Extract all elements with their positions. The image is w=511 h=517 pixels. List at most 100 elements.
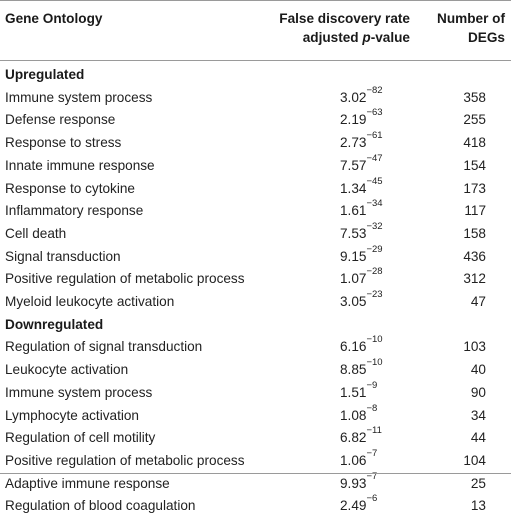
table-row: Myeloid leukocyte activation 3.05−23 47 (0, 289, 511, 313)
fdr-value: 7.53−32 (340, 221, 383, 245)
deg-count: 40 (470, 362, 486, 378)
fdr-mantissa: 1.07 (340, 271, 367, 287)
deg-count: 358 (463, 89, 486, 105)
deg-count: 25 (470, 475, 486, 491)
header-fdr-suffix: -value (370, 30, 410, 45)
table-row: Response to cytokine 1.34−45 173 (0, 175, 511, 200)
go-term: Cell death (5, 225, 67, 241)
header-fdr-line1: False discovery rate (279, 11, 410, 26)
deg-count: 44 (470, 430, 486, 446)
go-term: Innate immune response (5, 157, 155, 173)
fdr-value: 8.85−10 (340, 357, 383, 381)
section-header: Upregulated (0, 64, 511, 86)
go-term: Regulation of signal transduction (5, 339, 203, 355)
table-row: Regulation of signal transduction 6.16−10… (0, 334, 511, 358)
deg-count: 104 (463, 452, 486, 468)
table-row: Signal transduction 9.15−29 436 (0, 243, 511, 268)
deg-count: 103 (463, 339, 486, 355)
deg-count: 312 (463, 271, 486, 287)
go-term: Defense response (5, 112, 116, 128)
go-term: Inflammatory response (5, 203, 144, 219)
table-row: Response to stress 2.73−61 418 (0, 130, 511, 154)
fdr-exponent: −8 (366, 402, 378, 414)
deg-count: 47 (470, 294, 486, 309)
deg-count: 90 (470, 384, 486, 400)
fdr-exponent: −63 (366, 107, 383, 119)
fdr-exponent: −6 (366, 493, 378, 505)
fdr-value: 6.16−10 (340, 334, 383, 358)
deg-count: 255 (463, 112, 486, 128)
table-row: Defense response 2.19−63 255 (0, 107, 511, 131)
fdr-exponent: −82 (366, 84, 383, 96)
fdr-exponent: −45 (366, 175, 383, 187)
table-row: Regulation of cell motility 6.82−11 44 (0, 425, 511, 449)
fdr-value: 6.82−11 (340, 425, 382, 449)
fdr-value: 9.15−29 (340, 243, 383, 268)
table-row: Immune system process 1.51−9 90 (0, 379, 511, 404)
header-fdr-prefix: adjusted (302, 30, 363, 45)
header-fdr-line2: adjusted p-value (260, 28, 410, 47)
table-row: Adaptive immune response 9.93−7 25 (0, 471, 511, 495)
fdr-exponent: −29 (366, 243, 383, 255)
fdr-mantissa: 6.16 (340, 339, 367, 355)
table-row: Positive regulation of metabolic process… (0, 266, 511, 290)
go-term: Myeloid leukocyte activation (5, 294, 175, 309)
fdr-value: 3.02−82 (340, 84, 383, 109)
fdr-exponent: −9 (366, 379, 378, 391)
table-row: Innate immune response 7.57−47 154 (0, 152, 511, 177)
deg-count: 34 (470, 407, 486, 423)
fdr-exponent: −10 (366, 357, 383, 369)
go-term: Positive regulation of metabolic process (5, 271, 245, 287)
header-degs-line2: DEGs (467, 30, 505, 45)
fdr-exponent: −11 (366, 425, 382, 437)
header-gene-ontology-label: Gene Ontology (5, 11, 103, 26)
fdr-value: 2.73−61 (340, 130, 383, 154)
table-row: Inflammatory response 1.61−34 117 (0, 198, 511, 222)
header-fdr: False discovery rate adjusted p-value (260, 9, 410, 69)
table-row: Positive regulation of metabolic process… (0, 448, 511, 472)
fdr-mantissa: 1.08 (340, 407, 367, 423)
fdr-value: 1.07−28 (340, 266, 383, 290)
fdr-value: 2.49−6 (340, 493, 378, 517)
fdr-mantissa: 9.93 (340, 475, 367, 491)
deg-count: 13 (470, 498, 486, 514)
go-term: Positive regulation of metabolic process (5, 452, 245, 468)
table-row: Lymphocyte activation 1.08−8 34 (0, 402, 511, 427)
fdr-value: 7.57−47 (340, 152, 383, 177)
fdr-exponent: −34 (366, 198, 383, 210)
fdr-value: 1.61−34 (340, 198, 383, 222)
fdr-exponent: −47 (366, 152, 383, 164)
fdr-mantissa: 2.49 (340, 498, 367, 514)
header-degs-line1: Number of (437, 11, 505, 26)
go-term: Adaptive immune response (5, 475, 170, 491)
fdr-mantissa: 6.82 (340, 430, 367, 446)
fdr-mantissa: 1.61 (340, 203, 367, 219)
fdr-mantissa: 9.15 (340, 248, 367, 264)
fdr-exponent: −28 (366, 266, 383, 278)
deg-count: 418 (463, 135, 486, 151)
go-term: Immune system process (5, 89, 153, 105)
deg-count: 173 (463, 180, 486, 196)
fdr-value: 1.34−45 (340, 175, 383, 200)
table-top-rule (0, 0, 511, 1)
header-gene-ontology: Gene Ontology (5, 9, 102, 69)
go-term: Signal transduction (5, 248, 121, 264)
fdr-mantissa: 1.34 (340, 180, 367, 196)
fdr-value: 9.93−7 (340, 471, 377, 495)
go-term: Response to cytokine (5, 180, 135, 196)
deg-count: 117 (464, 203, 486, 219)
fdr-value: 1.06−7 (340, 448, 377, 472)
fdr-mantissa: 1.06 (340, 452, 367, 468)
deg-count: 436 (463, 248, 486, 264)
fdr-mantissa: 2.19 (340, 112, 367, 128)
fdr-value: 1.08−8 (340, 402, 378, 427)
section-label: Downregulated (5, 316, 104, 332)
table-row: Immune system process 3.02−82 358 (0, 84, 511, 109)
fdr-value: 2.19−63 (340, 107, 383, 131)
fdr-exponent: −10 (366, 334, 383, 346)
table-row: Regulation of blood coagulation 2.49−6 13 (0, 493, 511, 517)
table-row: Leukocyte activation 8.85−10 40 (0, 357, 511, 381)
deg-count: 158 (463, 225, 486, 241)
deg-count: 154 (463, 157, 486, 173)
